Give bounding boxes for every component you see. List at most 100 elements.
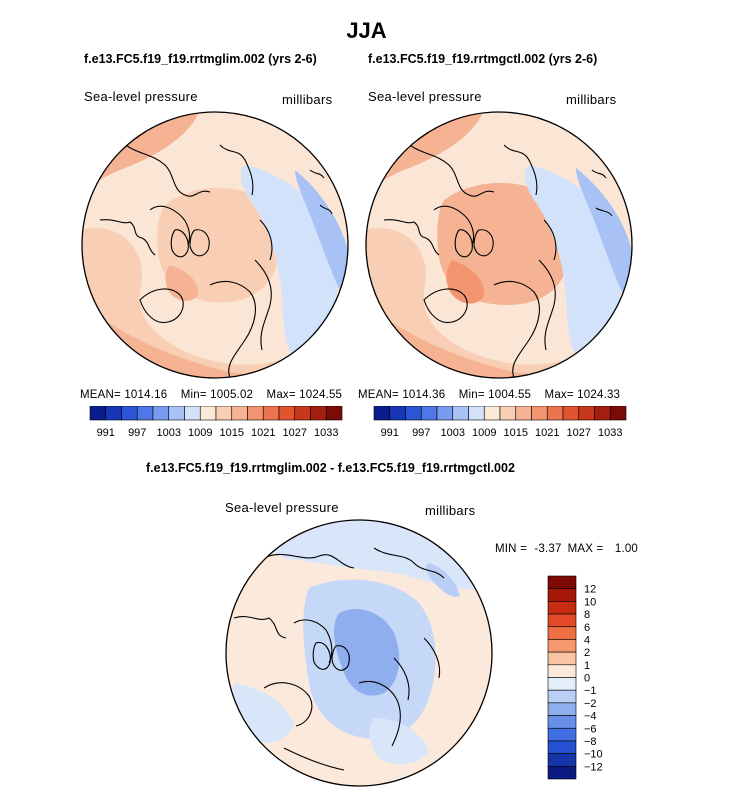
left-colorbar-swatch-8 xyxy=(215,406,233,421)
right-colorbar-swatch-4 xyxy=(436,406,454,421)
coastlines xyxy=(383,139,613,378)
diff-colorbar-swatch-1 xyxy=(547,588,577,602)
left-colorbar-swatch-1 xyxy=(105,406,122,421)
diff-colorbar-tick-label: 0 xyxy=(584,673,590,685)
arctic-high-1018 xyxy=(157,187,280,303)
left-colorbar-swatch-6 xyxy=(184,406,201,421)
diff-colorbar-swatch-11 xyxy=(547,715,577,729)
pressure-band-1030 xyxy=(82,112,135,145)
diff-colorbar-tick-label: −8 xyxy=(584,736,597,748)
diff-colorbar-swatch-7 xyxy=(547,664,577,678)
negative-region-minus1 xyxy=(426,563,460,597)
diff-colorbar-swatch-4 xyxy=(547,626,577,640)
diff-colorbar-tick-label: 10 xyxy=(584,596,596,608)
left-colorbar-swatch-5 xyxy=(168,406,185,421)
negative-region-south xyxy=(369,718,429,765)
diff-colorbar-swatch-13 xyxy=(547,740,577,754)
right-colorbar-swatch-5 xyxy=(452,406,469,421)
diff-colorbar-swatch-8 xyxy=(547,677,577,691)
left-colorbar-swatch-14 xyxy=(310,406,327,421)
right-colorbar-swatch-2 xyxy=(405,406,422,421)
diff-colorbar-swatch-2 xyxy=(547,601,577,615)
diff-colorbar-tick-label: −10 xyxy=(584,749,603,761)
left-colorbar-swatch-4 xyxy=(152,406,170,421)
diff-colorbar-swatch-9 xyxy=(547,689,577,704)
map-border xyxy=(225,519,493,787)
right-colorbar-tick-label: 991 xyxy=(381,427,399,439)
figure-title: JJA xyxy=(346,18,387,43)
right-mean: MEAN= 1014.36 xyxy=(358,389,446,401)
right-stats: MEAN= 1014.36 Min= 1004.55 Max= 1024.33 xyxy=(358,389,630,401)
left-variable-label: Sea-level pressure xyxy=(84,89,198,104)
diff-polar-map xyxy=(225,519,493,787)
left-colorbar-tick-label: 997 xyxy=(128,427,146,439)
right-units-label: millibars xyxy=(566,92,617,107)
diff-colorbar-tick-label: −6 xyxy=(584,723,597,735)
diff-colorbar-swatch-12 xyxy=(547,727,577,742)
left-colorbar-swatch-12 xyxy=(278,406,296,421)
right-colorbar-swatch-7 xyxy=(483,406,501,421)
left-colorbar-swatch-9 xyxy=(231,406,248,421)
coastlines xyxy=(99,139,333,378)
diff-colorbar-tick-label: 6 xyxy=(584,622,590,634)
negative-core-minus2 xyxy=(334,609,400,696)
right-colorbar-tick-label: 1015 xyxy=(504,427,528,439)
left-panel-title: f.e13.FC5.f19_f19.rrtmglim.002 (yrs 2-6) xyxy=(84,52,317,66)
right-colorbar-swatch-8 xyxy=(499,406,517,421)
right-colorbar-tick-label: 1021 xyxy=(535,427,559,439)
left-colorbar-swatch-7 xyxy=(199,406,217,421)
map-border xyxy=(81,111,349,379)
coastlines xyxy=(233,547,445,771)
left-polar-map xyxy=(81,111,349,379)
diff-colorbar-swatch-5 xyxy=(547,639,577,653)
left-colorbar: 991 997 1003 1009 1015 1021 1027 1033 xyxy=(89,406,343,439)
diff-colorbar-tick-label: 1 xyxy=(584,660,590,672)
diff-colorbar-tick-label: 8 xyxy=(584,609,590,621)
right-colorbar-swatch-6 xyxy=(468,406,485,421)
diff-units-label: millibars xyxy=(425,503,476,518)
left-colorbar-tick-label: 1015 xyxy=(220,427,244,439)
right-colorbar-tick-label: 997 xyxy=(412,427,430,439)
right-colorbar-swatch-12 xyxy=(562,406,580,421)
right-colorbar-swatch-15 xyxy=(609,406,627,421)
map-border xyxy=(365,111,633,379)
right-variable-label: Sea-level pressure xyxy=(368,89,482,104)
right-colorbar-tick-label: 1033 xyxy=(598,427,622,439)
right-polar-map xyxy=(365,111,633,379)
left-min: Min= 1005.02 xyxy=(180,389,254,401)
diff-colorbar-swatch-0 xyxy=(547,575,577,589)
diff-max-value: 1.00 xyxy=(614,543,639,555)
right-colorbar-swatch-11 xyxy=(546,406,564,421)
left-colorbar-swatch-15 xyxy=(325,406,343,421)
right-panel-title: f.e13.FC5.f19_f19.rrtmgctl.002 (yrs 2-6) xyxy=(368,52,598,66)
left-colorbar-swatch-3 xyxy=(136,406,154,421)
diff-colorbar-tick-label: −1 xyxy=(584,685,597,697)
diff-variable-label: Sea-level pressure xyxy=(225,500,339,515)
right-max: Max= 1024.33 xyxy=(544,389,621,401)
left-colorbar-tick-label: 1003 xyxy=(157,427,181,439)
left-colorbar-tick-label: 1033 xyxy=(314,427,338,439)
left-colorbar-tick-label: 1027 xyxy=(283,427,307,439)
pacific-low-1009 xyxy=(576,168,632,300)
left-units-label: millibars xyxy=(282,92,333,107)
left-stats: MEAN= 1014.16 Min= 1005.02 Max= 1024.55 xyxy=(80,389,352,401)
diff-colorbar-swatch-10 xyxy=(547,702,577,716)
right-colorbar-swatch-3 xyxy=(420,406,438,421)
left-colorbar-swatch-2 xyxy=(121,406,138,421)
diff-colorbar-tick-label: 2 xyxy=(584,647,590,659)
diff-max-label: MAX = xyxy=(567,543,607,555)
diff-colorbar-swatch-15 xyxy=(547,766,577,780)
diff-stats: MIN = -3.37 MAX = 1.00 xyxy=(495,543,648,555)
diff-min-value: -3.37 xyxy=(534,543,562,555)
right-colorbar-swatch-14 xyxy=(594,406,611,421)
right-colorbar-swatch-13 xyxy=(578,406,595,421)
left-colorbar-tick-label: 1009 xyxy=(188,427,212,439)
arctic-high-core-1024 xyxy=(446,260,485,304)
pressure-band-1018 xyxy=(366,228,632,378)
diff-colorbar-swatch-6 xyxy=(547,651,577,666)
diff-colorbar-tick-label: −12 xyxy=(584,761,603,773)
right-colorbar-tick-label: 1027 xyxy=(567,427,591,439)
left-colorbar-tick-label: 1021 xyxy=(251,427,275,439)
arctic-high-core-1021 xyxy=(165,265,199,302)
